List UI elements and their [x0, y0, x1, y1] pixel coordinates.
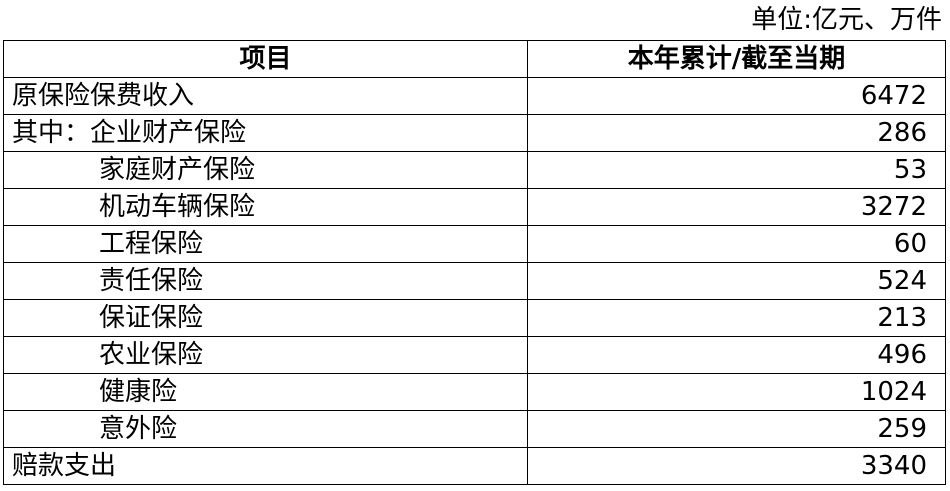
row-value: 213	[527, 299, 946, 337]
row-value: 3340	[527, 447, 946, 485]
table-row: 责任保险 524	[3, 262, 946, 300]
row-value: 524	[527, 262, 946, 300]
row-label: 家庭财产保险	[3, 151, 528, 189]
row-label: 机动车辆保险	[3, 188, 528, 226]
table-row: 赔款支出 3340	[3, 447, 946, 485]
table-header-row: 项目 本年累计/截至当期	[3, 40, 946, 78]
table-row: 机动车辆保险 3272	[3, 188, 946, 226]
table-row: 意外险 259	[3, 410, 946, 448]
row-value: 259	[527, 410, 946, 448]
insurance-data-table: 项目 本年累计/截至当期 原保险保费收入 6472 其中：企业财产保险 286 家庭财产…	[3, 40, 946, 485]
row-label: 保证保险	[3, 299, 528, 337]
header-item: 项目	[3, 40, 528, 78]
row-label: 农业保险	[3, 336, 528, 374]
table-row: 健康险 1024	[3, 373, 946, 411]
row-label: 责任保险	[3, 262, 528, 300]
row-value: 3272	[527, 188, 946, 226]
table-row: 工程保险 60	[3, 225, 946, 263]
header-ytd: 本年累计/截至当期	[527, 40, 946, 78]
table-row: 家庭财产保险 53	[3, 151, 946, 189]
row-label: 其中：企业财产保险	[3, 114, 528, 152]
row-value: 1024	[527, 373, 946, 411]
row-value: 496	[527, 336, 946, 374]
row-value: 286	[527, 114, 946, 152]
row-value: 6472	[527, 77, 946, 115]
row-label: 赔款支出	[3, 447, 528, 485]
row-label: 意外险	[3, 410, 528, 448]
row-value: 53	[527, 151, 946, 189]
row-label: 工程保险	[3, 225, 528, 263]
row-label: 原保险保费收入	[3, 77, 528, 115]
row-label: 健康险	[3, 373, 528, 411]
row-value: 60	[527, 225, 946, 263]
unit-label: 单位:亿元、万件	[751, 5, 942, 35]
table-row: 其中：企业财产保险 286	[3, 114, 946, 152]
table-row: 保证保险 213	[3, 299, 946, 337]
table-row: 农业保险 496	[3, 336, 946, 374]
table-row: 原保险保费收入 6472	[3, 77, 946, 115]
